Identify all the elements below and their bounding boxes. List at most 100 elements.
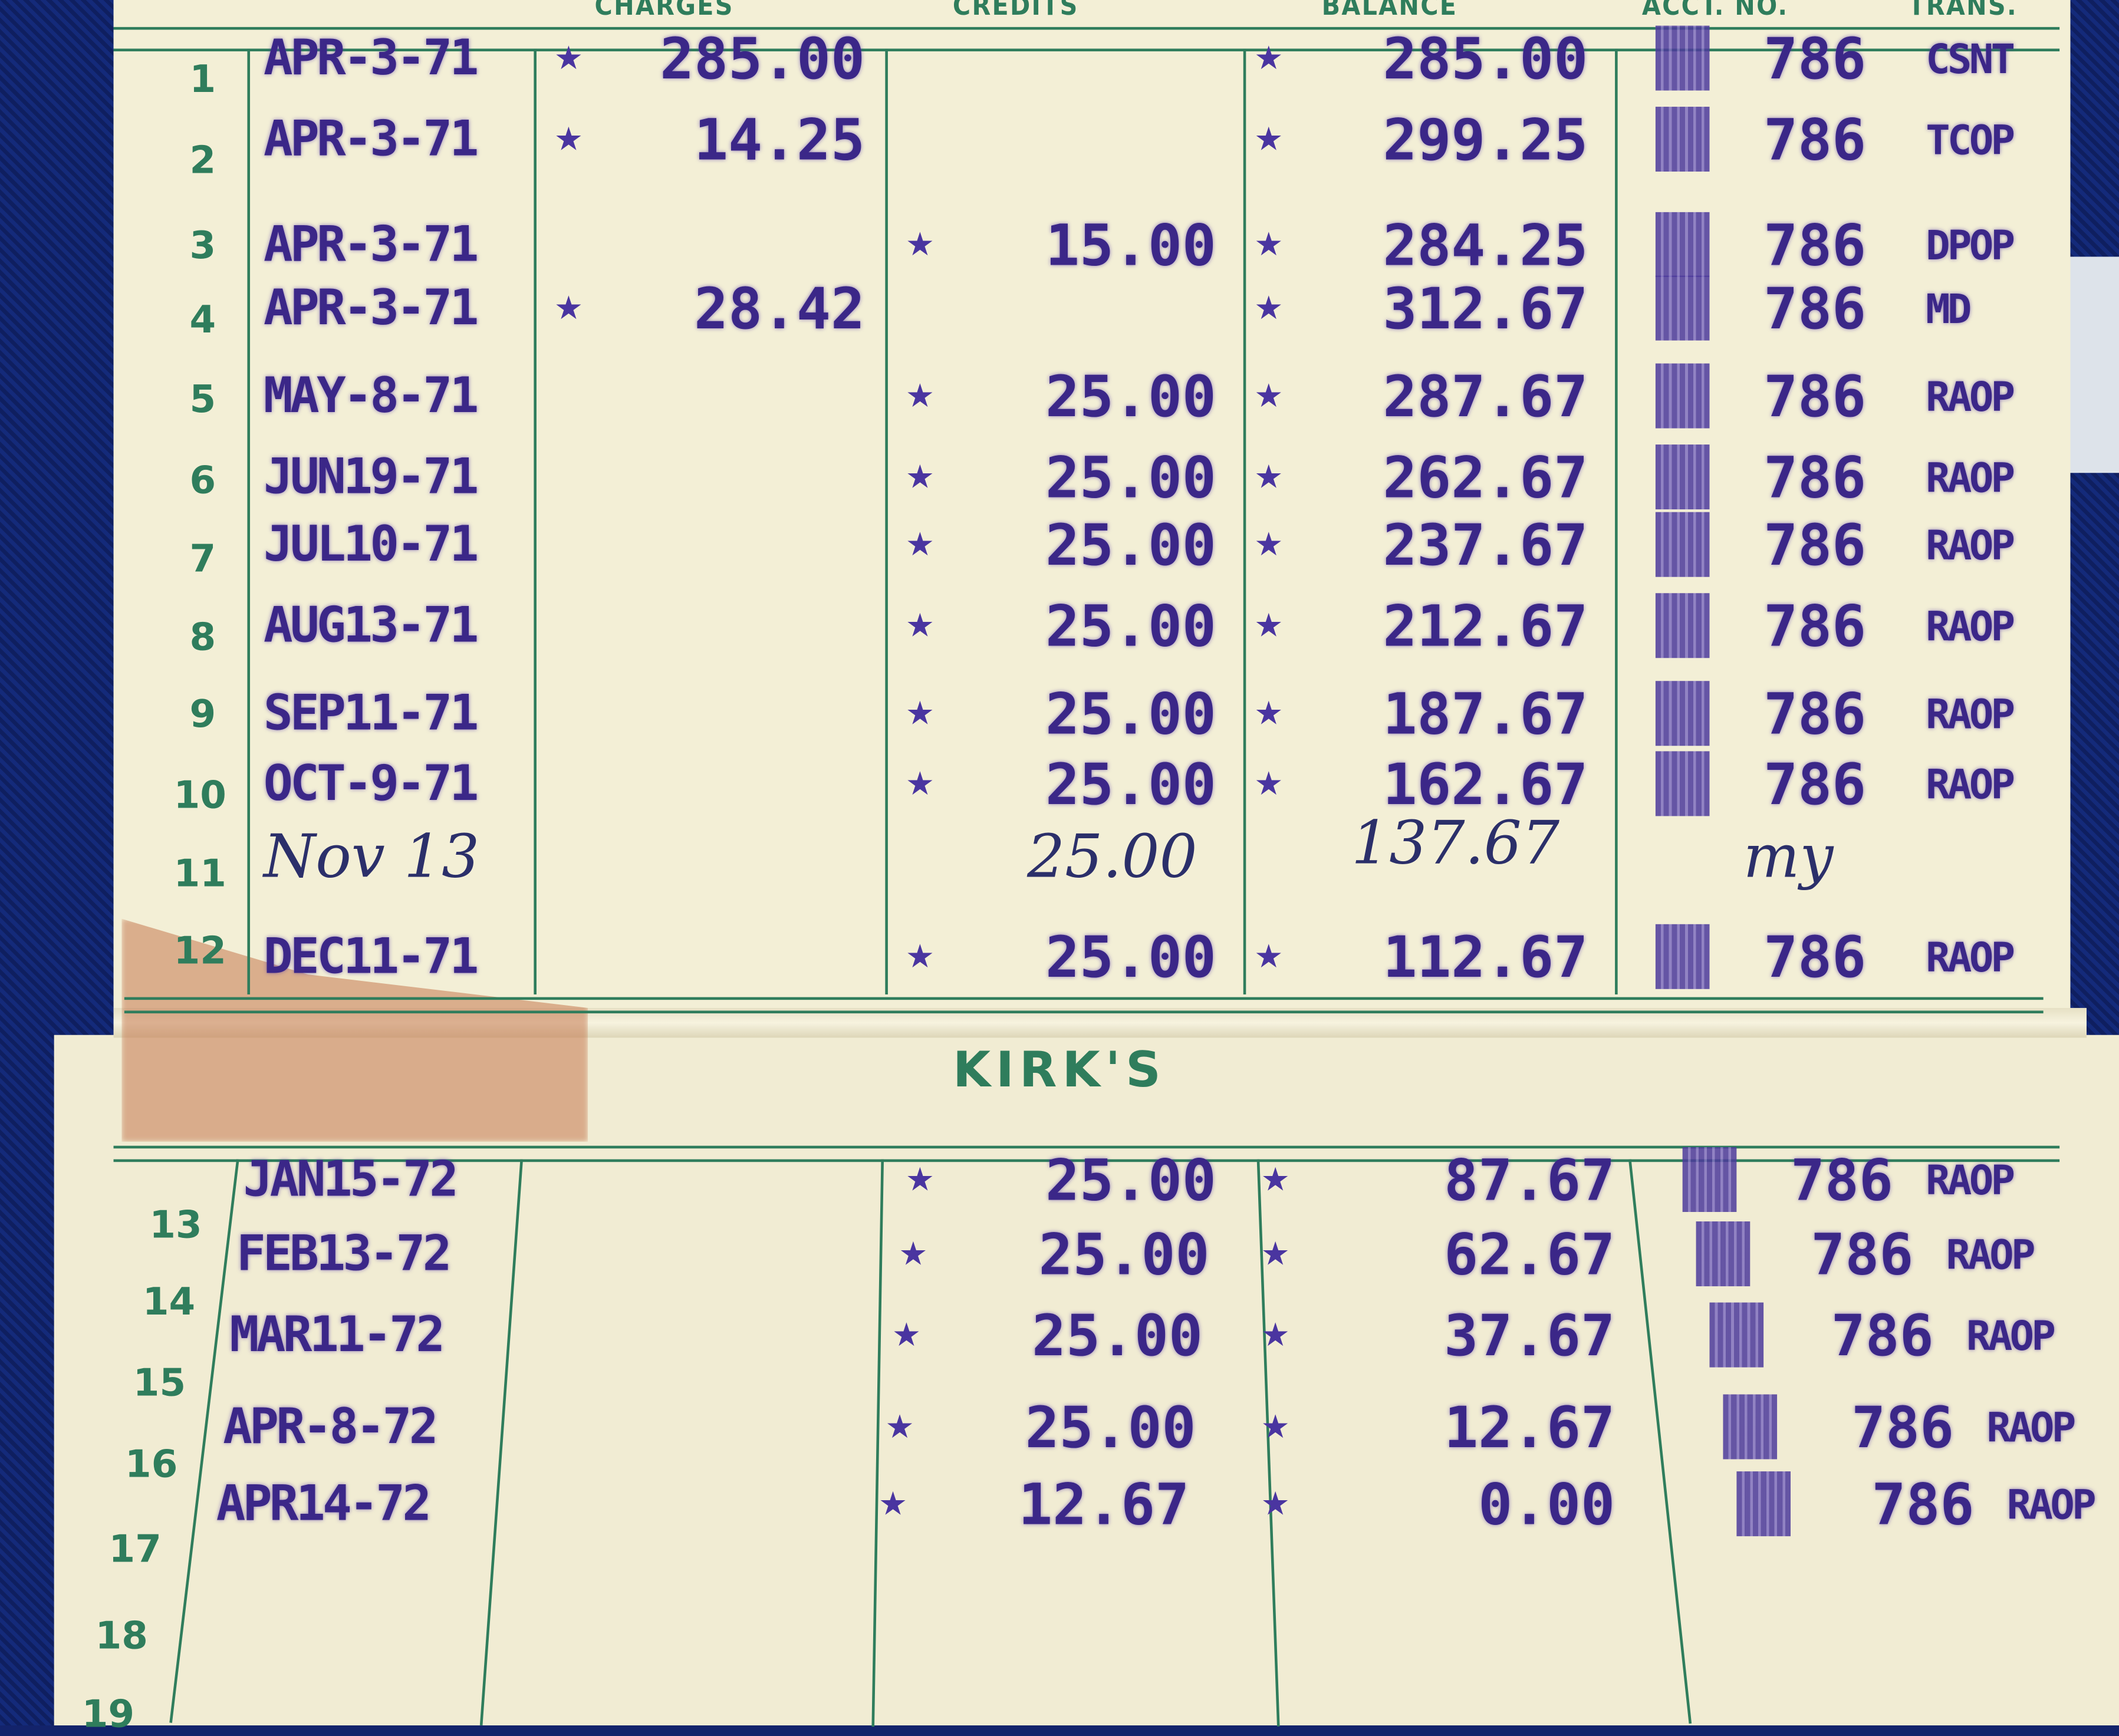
acct-cell: 786	[1791, 1147, 1893, 1214]
credit-cell: 15.00	[1045, 212, 1216, 279]
header-charges: CHARGES	[594, 0, 734, 22]
star-icon: ★	[885, 1408, 914, 1446]
row-number: 8	[189, 614, 216, 660]
acct-cell: 786	[1763, 593, 1867, 660]
balance-cell: 284.25	[1383, 212, 1588, 279]
credit-cell: 25.00	[1045, 681, 1216, 747]
date-cell: JAN15-72	[243, 1152, 459, 1208]
balance-cell: 162.67	[1383, 751, 1588, 818]
row-number: 7	[189, 536, 216, 581]
acct-cell: 786	[1763, 363, 1867, 430]
date-cell: APR-3-71	[263, 218, 479, 274]
rule-line	[124, 997, 2044, 1000]
row-number: 3	[189, 223, 216, 268]
credit-cell: 25.00	[1045, 593, 1216, 660]
row-number: 11	[173, 851, 226, 896]
balance-cell: 0.00	[1478, 1471, 1615, 1538]
acct-block-icon	[1655, 444, 1710, 510]
trans-cell: RAOP	[1926, 935, 2015, 983]
star-icon: ★	[1254, 525, 1284, 564]
acct-cell: 786	[1763, 25, 1867, 92]
row-number: 4	[189, 297, 216, 342]
credit-cell: 25.00	[1045, 444, 1216, 511]
acct-block-icon	[1655, 212, 1710, 277]
star-icon: ★	[878, 1485, 908, 1523]
row-number: 9	[189, 691, 216, 737]
star-icon: ★	[905, 525, 935, 564]
trans-cell: RAOP	[1926, 523, 2015, 571]
trans-cell: DPOP	[1926, 223, 2015, 271]
star-icon: ★	[905, 225, 935, 263]
star-icon: ★	[1261, 1160, 1290, 1199]
credit-cell: 25.00	[1025, 1394, 1196, 1461]
star-icon: ★	[905, 458, 935, 496]
star-icon: ★	[1254, 120, 1284, 159]
acct-block-icon	[1682, 1147, 1737, 1213]
store-name: KIRK'S	[953, 1043, 1166, 1099]
row-number: 5	[189, 377, 216, 422]
trans-cell: RAOP	[1926, 604, 2015, 651]
trans-cell: MD	[1926, 286, 1972, 334]
star-icon: ★	[1254, 694, 1284, 733]
row-number: 16	[125, 1441, 178, 1487]
row-number: 10	[173, 773, 226, 818]
acct-block-icon	[1655, 681, 1710, 746]
trans-cell: RAOP	[2006, 1482, 2097, 1530]
rule-line	[124, 1010, 2044, 1014]
trans-cell: RAOP	[1926, 691, 2015, 739]
acct-cell: 786	[1851, 1394, 1955, 1461]
date-cell: JUL10-71	[263, 517, 479, 573]
row-number: 6	[189, 458, 216, 503]
star-icon: ★	[1254, 607, 1284, 645]
column-line	[1615, 48, 1618, 994]
star-icon: ★	[905, 694, 935, 733]
star-icon: ★	[1254, 39, 1284, 77]
credit-cell: 25.00	[1032, 1302, 1203, 1369]
date-cell: MAY-8-71	[263, 368, 479, 424]
column-line	[247, 48, 251, 994]
star-icon: ★	[1254, 765, 1284, 803]
credit-cell: 25.00	[1045, 1147, 1216, 1214]
credit-cell: 25.00	[1045, 924, 1216, 991]
star-icon: ★	[1254, 937, 1284, 976]
row-number: 2	[189, 137, 216, 183]
date-cell: JUN19-71	[263, 450, 479, 506]
balance-cell: 262.67	[1383, 444, 1588, 511]
credit-handwritten: 25.00	[1026, 822, 1197, 892]
star-icon: ★	[899, 1234, 928, 1273]
ledger-card-top	[113, 0, 2071, 1011]
star-icon: ★	[1261, 1408, 1290, 1446]
star-icon: ★	[1261, 1234, 1290, 1273]
balance-cell: 212.67	[1383, 593, 1588, 660]
balance-cell: 287.67	[1383, 363, 1588, 430]
acct-cell: 786	[1763, 751, 1867, 818]
acct-cell: 786	[1763, 681, 1867, 747]
star-icon: ★	[1261, 1316, 1290, 1354]
date-cell: MAR11-72	[229, 1307, 445, 1363]
acct-cell: 786	[1763, 444, 1867, 511]
column-line	[1243, 48, 1246, 994]
acct-block-icon	[1655, 593, 1710, 658]
date-cell: DEC11-71	[263, 929, 479, 985]
star-icon: ★	[905, 377, 935, 415]
acct-cell: 786	[1763, 512, 1867, 579]
acct-cell: 786	[1811, 1221, 1914, 1288]
trans-cell: RAOP	[1926, 455, 2015, 503]
row-number: 15	[133, 1361, 186, 1405]
star-icon: ★	[554, 39, 584, 77]
trans-cell: RAOP	[1946, 1232, 2036, 1280]
acct-block-icon	[1655, 107, 1710, 172]
row-number: 17	[108, 1527, 162, 1572]
balance-cell: 312.67	[1383, 275, 1588, 342]
credit-cell: 25.00	[1045, 751, 1216, 818]
acct-block-icon	[1709, 1302, 1764, 1368]
row-number: 14	[142, 1279, 196, 1325]
date-cell: SEP11-71	[263, 686, 479, 742]
star-icon: ★	[905, 1160, 935, 1199]
star-icon: ★	[1254, 377, 1284, 415]
star-icon: ★	[1254, 225, 1284, 263]
acct-cell: 786	[1763, 212, 1867, 279]
column-line	[534, 48, 537, 994]
date-cell: AUG13-71	[263, 598, 479, 654]
credit-cell: 25.00	[1045, 512, 1216, 579]
